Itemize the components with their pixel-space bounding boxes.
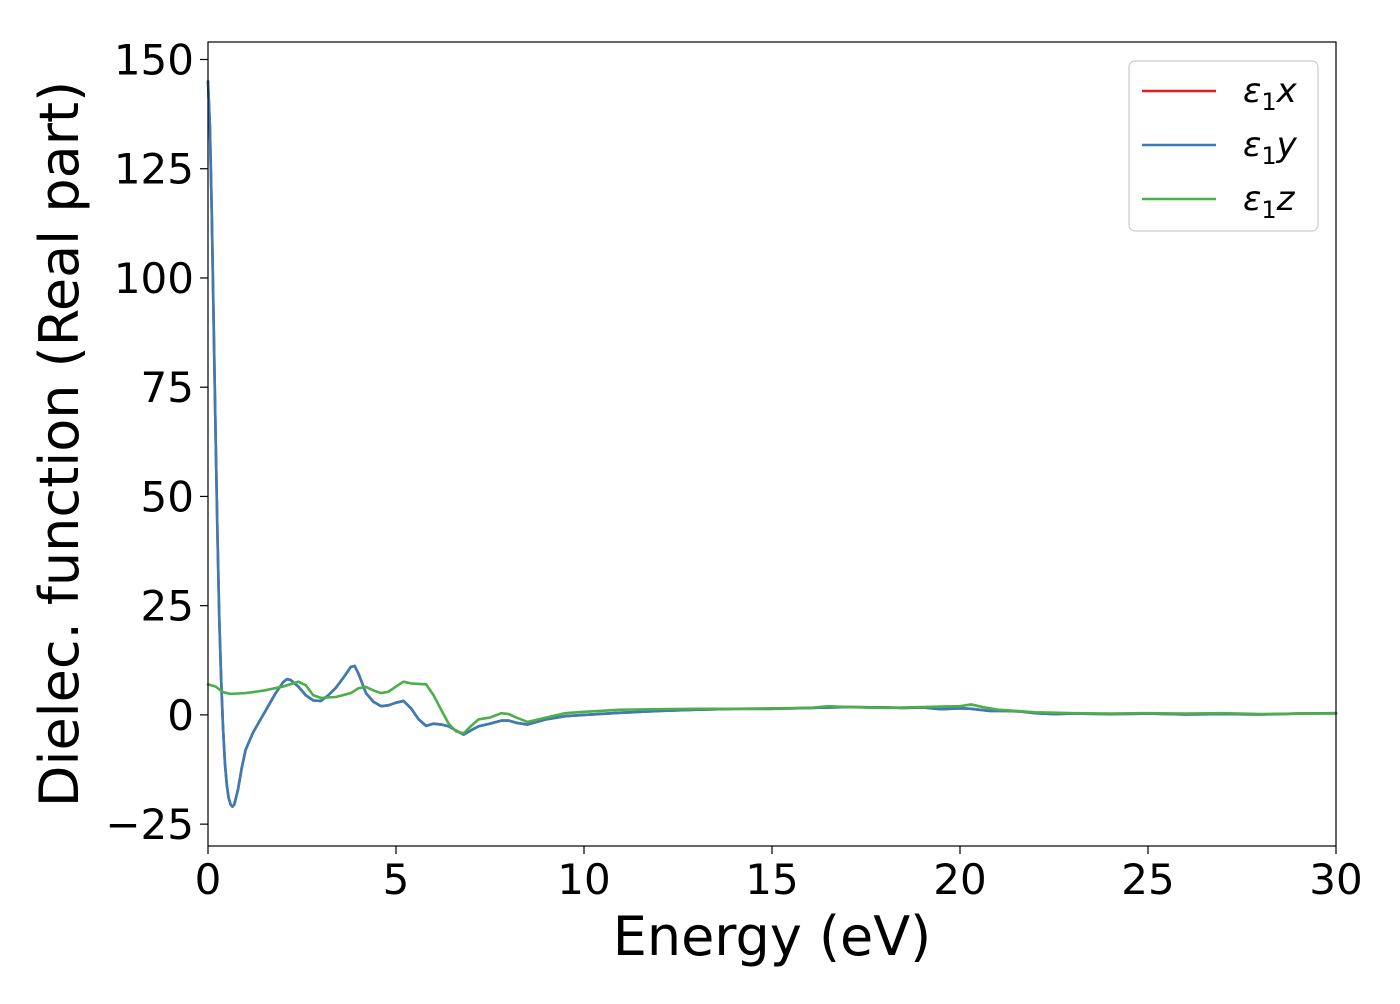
- series-line-y: [206, 80, 1338, 808]
- y-axis-label: Dielec. function (Real part): [28, 81, 91, 807]
- x-tick-label: 15: [745, 855, 798, 904]
- legend-label-z: ε1z: [1243, 179, 1296, 224]
- legend-label-x: ε1x: [1243, 71, 1298, 116]
- legend-suffix: y: [1276, 125, 1298, 165]
- x-axis: 0 5 10 15 20 25 30: [195, 846, 1363, 904]
- y-axis: −25 0 25 50 75 100 125 150: [105, 35, 208, 849]
- legend-subscript: 1: [1261, 88, 1276, 116]
- y-tick-label: 50: [141, 472, 194, 521]
- y-tick-label: 25: [141, 582, 194, 631]
- legend-subscript: 1: [1261, 142, 1276, 170]
- y-tick-label: −25: [105, 800, 194, 849]
- series-layer: [206, 80, 1338, 808]
- legend-suffix: z: [1276, 179, 1296, 219]
- series-line-z: [206, 680, 1338, 735]
- x-tick-label: 20: [933, 855, 986, 904]
- y-tick-label: 75: [141, 363, 194, 412]
- legend-symbol: ε: [1243, 71, 1261, 111]
- y-tick-label: 150: [114, 35, 194, 84]
- x-tick-label: 25: [1121, 855, 1174, 904]
- legend-subscript: 1: [1261, 196, 1276, 224]
- legend-symbol: ε: [1243, 125, 1261, 165]
- y-tick-label: 125: [114, 145, 194, 194]
- x-tick-label: 10: [557, 855, 610, 904]
- x-axis-label: Energy (eV): [613, 905, 932, 968]
- y-tick-label: 100: [114, 254, 194, 303]
- legend-label-y: ε1y: [1243, 125, 1298, 170]
- legend-box: [1128, 60, 1319, 232]
- x-tick-label: 0: [195, 855, 222, 904]
- x-tick-label: 5: [383, 855, 410, 904]
- y-tick-label: 0: [167, 691, 194, 740]
- legend-suffix: x: [1276, 71, 1298, 111]
- legend-symbol: ε: [1243, 179, 1261, 219]
- x-tick-label: 30: [1309, 855, 1362, 904]
